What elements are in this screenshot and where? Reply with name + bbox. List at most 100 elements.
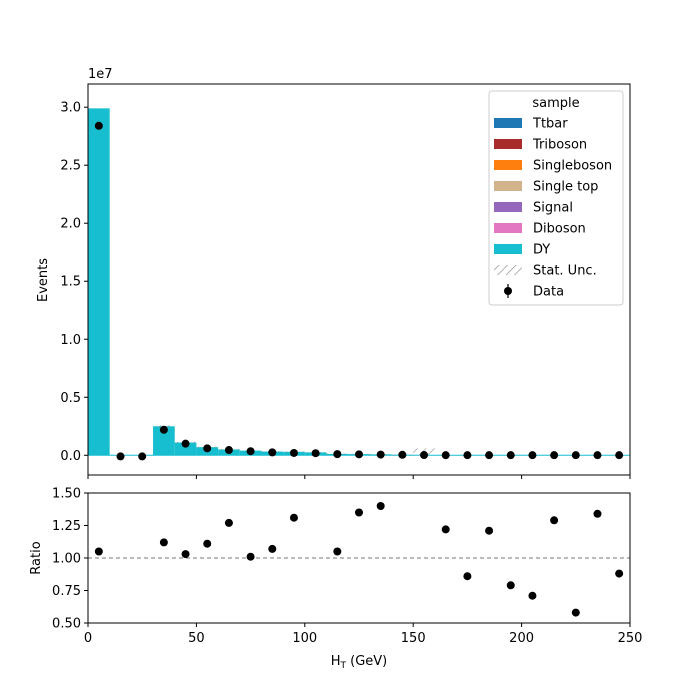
legend-entry: Ttbar: [494, 117, 568, 132]
y-tick-label: 3.0: [60, 101, 81, 116]
legend-entry: Triboson: [494, 138, 587, 153]
ratio-x-ticks: 0 50 100 150 200 250: [84, 623, 643, 646]
data-point: [593, 451, 602, 460]
ratio-point: [441, 525, 450, 534]
x-tick-label: 100: [292, 631, 317, 646]
ratio-y-tick-label: 1.25: [52, 519, 81, 534]
data-point: [376, 450, 385, 459]
legend-entries: Ttbar Triboson Singleboson Single top Signal…: [494, 117, 612, 300]
data-point: [224, 446, 233, 455]
legend-label: Diboson: [533, 222, 586, 237]
data-points: [94, 121, 624, 461]
data-point: [116, 452, 125, 461]
offset-text: 1e7: [88, 67, 113, 82]
legend-entry: Stat. Unc.: [494, 264, 597, 279]
y-tick-label: 0.0: [60, 449, 81, 464]
legend-title: sample: [532, 96, 579, 111]
ratio-point: [506, 581, 515, 590]
legend-entry: Signal: [494, 201, 573, 216]
legend-label: Triboson: [532, 138, 587, 153]
x-tick-label: 150: [401, 631, 426, 646]
ratio-point: [333, 547, 342, 556]
data-point: [333, 450, 342, 459]
main-y-ticks: 0.0 0.5 1.0 1.5 2.0 2.5 3.0: [60, 101, 88, 464]
legend-frame: [488, 90, 624, 306]
data-point: [355, 450, 363, 459]
dy-bar: [88, 108, 110, 456]
ratio-y-tick-label: 1.00: [52, 552, 81, 567]
legend-label: Stat. Unc.: [533, 264, 597, 279]
legend-entry: Diboson: [494, 222, 586, 237]
ratio-point: [593, 509, 602, 518]
data-point: [289, 448, 298, 457]
ratio-y-tick-label: 1.50: [52, 487, 81, 502]
ratio-y-axis-label: Ratio: [29, 541, 44, 574]
legend-swatch: [494, 139, 522, 149]
data-point: [420, 451, 429, 460]
legend-entry: Data: [504, 284, 564, 300]
legend-label: Ttbar: [532, 117, 568, 132]
legend: sample Ttbar Triboson Singleboson Single to…: [488, 90, 624, 306]
legend-swatch: [494, 160, 522, 170]
x-tick-label: 200: [509, 631, 534, 646]
data-point: [463, 451, 472, 460]
data-point: [246, 447, 255, 456]
ratio-point: [181, 550, 190, 559]
y-tick-label: 1.0: [60, 333, 81, 348]
legend-marker: [504, 287, 512, 295]
legend-swatch: [494, 181, 522, 191]
ratio-point: [355, 508, 363, 517]
data-point: [485, 451, 494, 460]
legend-entry: Singleboson: [494, 159, 612, 174]
data-point: [528, 451, 537, 460]
main-panel: 0.0 0.5 1.0 1.5 2.0 2.5 3.0 1e7 Events sample …: [36, 67, 631, 479]
legend-swatch: [494, 244, 522, 254]
data-point: [268, 448, 277, 457]
data-point: [398, 450, 407, 459]
data-point: [181, 439, 190, 448]
y-tick-label: 2.0: [60, 217, 81, 232]
ratio-y-ticks: 0.50 0.75 1.00 1.25 1.50: [52, 487, 88, 632]
legend-label: Singleboson: [533, 159, 612, 174]
x-tick-label: 250: [618, 631, 643, 646]
x-axis-label: HT (GeV): [331, 654, 388, 671]
legend-label: Data: [533, 285, 564, 300]
data-point: [94, 121, 103, 130]
ratio-y-tick-label: 0.50: [52, 617, 81, 632]
ratio-point: [615, 569, 624, 578]
y-tick-label: 0.5: [60, 391, 81, 406]
legend-swatch: [494, 223, 522, 233]
ratio-point: [246, 552, 255, 561]
ratio-point: [203, 539, 212, 548]
legend-swatch: [494, 118, 522, 128]
data-point: [159, 425, 168, 434]
legend-label: DY: [533, 243, 550, 258]
legend-entry: Single top: [494, 180, 598, 195]
ratio-point: [485, 526, 494, 535]
data-point: [203, 444, 212, 453]
y-tick-label: 2.5: [60, 159, 81, 174]
x-axis-label-main: H: [331, 654, 341, 669]
legend-swatch: [494, 202, 522, 212]
data-point: [571, 451, 580, 460]
dy-bar: [153, 426, 175, 456]
ratio-point: [159, 538, 168, 547]
main-plot-frame: [87, 83, 631, 476]
dy-bar: [174, 442, 197, 456]
ratio-point: [94, 547, 103, 556]
ratio-point: [289, 513, 298, 522]
ratio-points: [94, 502, 624, 617]
main-y-axis-label: Events: [36, 258, 51, 302]
ratio-point: [268, 544, 277, 553]
x-tick-label: 50: [188, 631, 205, 646]
main-x-ticks: [87, 475, 631, 479]
ratio-point: [463, 572, 472, 581]
data-point: [138, 452, 147, 461]
data-point: [615, 451, 624, 460]
legend-entry: DY: [494, 243, 550, 258]
y-tick-label: 1.5: [60, 275, 81, 290]
x-axis-label-unit: (GeV): [346, 654, 387, 669]
x-axis-label-sub: T: [340, 661, 347, 671]
data-point: [441, 451, 450, 460]
